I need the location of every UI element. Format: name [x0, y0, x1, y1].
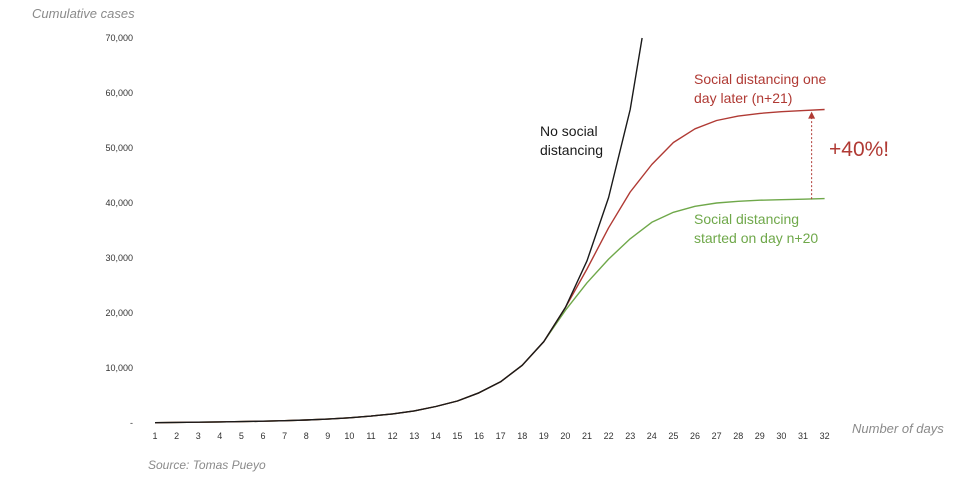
x-tick-label: 21: [582, 431, 592, 441]
x-tick-label: 27: [712, 431, 722, 441]
annotation-no-social-distancing-line2: distancing: [540, 142, 604, 158]
x-tick-label: 29: [755, 431, 765, 441]
x-tick-label: 14: [431, 431, 441, 441]
x-tick-label: 7: [282, 431, 287, 441]
y-tick-label: 40,000: [105, 198, 133, 208]
x-tick-label: 1: [152, 431, 157, 441]
x-tick-label: 8: [304, 431, 309, 441]
series-layer: [154, 37, 825, 424]
x-tick-label: 16: [474, 431, 484, 441]
x-tick-label: 6: [260, 431, 265, 441]
x-tick-label: 18: [517, 431, 527, 441]
y-tick-label: -: [130, 418, 133, 428]
series-line-one-day-later: [154, 108, 825, 424]
x-tick-label: 26: [690, 431, 700, 441]
arrow-layer: [808, 111, 816, 200]
x-tick-label: 3: [196, 431, 201, 441]
y-tick-label: 10,000: [105, 363, 133, 373]
y-tick-label: 50,000: [105, 143, 133, 153]
x-tick-label: 32: [820, 431, 830, 441]
x-tick-label: 10: [344, 431, 354, 441]
x-tick-label: 28: [733, 431, 743, 441]
annotation-no-social-distancing-line1: No social: [540, 123, 598, 139]
x-tick-label: 15: [452, 431, 462, 441]
y-tick-label: 70,000: [105, 33, 133, 43]
x-tick-label: 23: [625, 431, 635, 441]
annotation-started-day-20-line2: started on day n+20: [694, 230, 819, 246]
annotation-increase-percent: +40%!: [829, 138, 890, 161]
series-line-no-distancing: [154, 37, 643, 424]
x-tick-label: 12: [388, 431, 398, 441]
annotation-started-day-20-line1: Social distancing: [694, 211, 800, 227]
y-tick-label: 30,000: [105, 253, 133, 263]
x-tick-label: 25: [668, 431, 678, 441]
x-tick-label: 31: [798, 431, 808, 441]
x-tick-label: 19: [539, 431, 549, 441]
x-tick-label: 20: [560, 431, 570, 441]
y-axis-label: Cumulative cases: [32, 6, 135, 21]
x-tick-label: 22: [604, 431, 614, 441]
annotation-one-day-later-line2: day later (n+21): [694, 90, 793, 106]
annotation-one-day-later: Social distancing one day later (n+21): [694, 70, 826, 108]
x-tick-label: 4: [217, 431, 222, 441]
series-line-day-20: [154, 197, 825, 424]
x-tick-label: 13: [409, 431, 419, 441]
axis-layer: 1 2 3 4 5 6 7 8 9 10 11 12 13 14 15 16 17 18 19 20 21 22 23 24 2…: [105, 33, 829, 441]
y-tick-label: 60,000: [105, 88, 133, 98]
increase-arrow-head: [808, 111, 816, 119]
x-tick-label: 9: [325, 431, 330, 441]
y-tick-label: 20,000: [105, 308, 133, 318]
x-tick-label: 30: [776, 431, 786, 441]
x-tick-label: 11: [366, 431, 375, 441]
annotation-one-day-later-line1: Social distancing one: [694, 71, 827, 87]
x-tick-label: 17: [496, 431, 506, 441]
x-tick-label: 24: [647, 431, 657, 441]
x-tick-label: 5: [239, 431, 244, 441]
source-note: Source: Tomas Pueyo: [148, 458, 266, 472]
x-axis-label: Number of days: [852, 421, 944, 436]
annotation-started-day-20: Social distancing started on day n+20: [694, 210, 818, 248]
x-tick-label: 2: [174, 431, 179, 441]
annotation-no-social-distancing: No social distancing: [540, 122, 603, 160]
